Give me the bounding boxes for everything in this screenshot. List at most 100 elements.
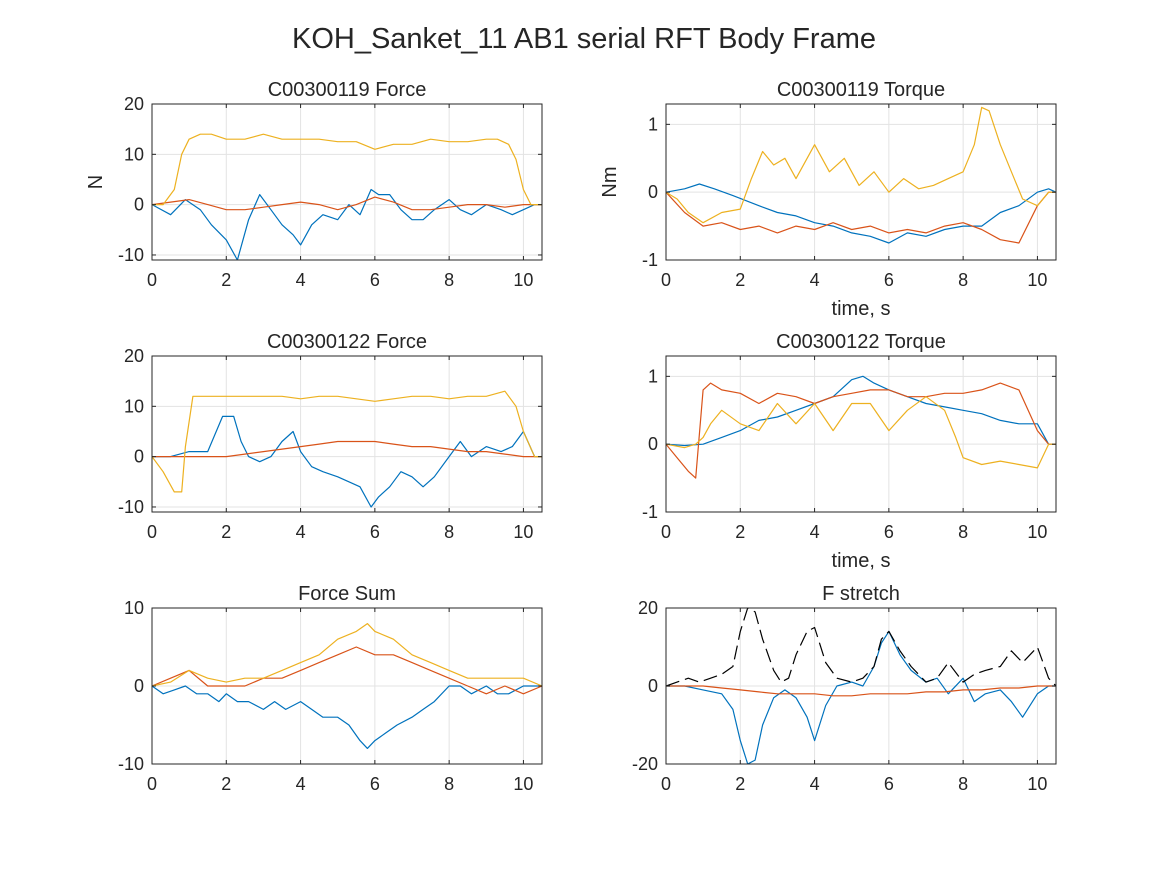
y-tick-label: 1 [648,114,658,134]
x-axis-label: time, s [832,298,891,320]
x-tick-label: 0 [147,774,157,794]
series-line-3 [666,608,1056,687]
plot-area [152,356,542,512]
x-tick-label: 4 [296,774,306,794]
y-tick-label: -1 [642,502,658,522]
y-tick-label: -10 [118,245,144,265]
x-tick-label: 0 [661,522,671,542]
y-tick-label: -20 [632,754,658,774]
x-tick-label: 2 [735,270,745,290]
x-tick-label: 4 [810,774,820,794]
x-tick-label: 6 [884,522,894,542]
figure-title: KOH_Sanket_11 AB1 serial RFT Body Frame [292,23,876,55]
x-tick-label: 4 [296,522,306,542]
x-tick-label: 6 [370,270,380,290]
subplot-title: C00300122 Force [267,331,427,353]
y-tick-label: 20 [124,346,144,366]
x-tick-label: 0 [147,522,157,542]
x-tick-label: 10 [513,270,533,290]
x-tick-label: 4 [810,270,820,290]
x-tick-label: 8 [444,270,454,290]
y-tick-label: 0 [134,447,144,467]
series-line-3 [152,390,542,493]
x-tick-label: 4 [810,522,820,542]
y-tick-label: 1 [648,366,658,386]
subplot-title: C00300119 Torque [777,79,945,101]
x-tick-label: 8 [444,522,454,542]
y-tick-label: 0 [648,182,658,202]
series-line-1 [666,375,1056,447]
x-tick-label: 4 [296,270,306,290]
x-tick-label: 6 [884,270,894,290]
y-tick-label: 0 [648,676,658,696]
x-tick-label: 10 [1027,270,1047,290]
y-tick-label: 10 [124,144,144,164]
x-tick-label: 8 [444,774,454,794]
x-tick-label: 6 [370,522,380,542]
series-line-3 [152,622,542,687]
subplot-title: Force Sum [298,583,396,605]
series-line-3 [666,106,1056,224]
series-line-3 [152,133,542,206]
x-tick-label: 10 [513,522,533,542]
series-group [666,608,1056,764]
y-tick-label: 10 [124,598,144,618]
axes-box [151,355,543,513]
x-tick-label: 0 [661,774,671,794]
subplot-title: F stretch [822,583,900,605]
x-tick-label: 0 [661,270,671,290]
x-tick-label: 2 [221,774,231,794]
y-axis-label: Nm [599,166,621,197]
series-group [152,133,542,260]
subplot-title: C00300119 Force [268,79,427,101]
series-line-2 [152,440,542,458]
x-tick-label: 6 [884,774,894,794]
x-tick-label: 2 [221,522,231,542]
series-line-2 [666,382,1056,479]
x-tick-label: 8 [958,774,968,794]
y-tick-label: -10 [118,754,144,774]
x-tick-label: 2 [735,522,745,542]
x-tick-label: 8 [958,522,968,542]
y-tick-label: 0 [134,195,144,215]
series-group [666,375,1056,479]
y-tick-label: 20 [124,94,144,114]
x-axis-label: time, s [832,550,891,572]
series-group [152,622,542,750]
y-tick-label: -10 [118,497,144,517]
subplot-title: C00300122 Torque [776,331,946,353]
series-line-1 [152,188,542,260]
y-tick-label: 0 [134,676,144,696]
series-line-2 [666,685,1056,697]
x-tick-label: 10 [1027,774,1047,794]
series-line-2 [152,196,542,211]
x-tick-label: 0 [147,270,157,290]
series-line-1 [666,630,1056,764]
y-tick-label: 0 [648,434,658,454]
x-tick-label: 10 [513,774,533,794]
plot-area [152,104,542,260]
series-line-2 [152,646,542,695]
x-tick-label: 10 [1027,522,1047,542]
series-line-3 [666,396,1056,469]
axes-box [151,103,543,261]
y-tick-label: 10 [124,396,144,416]
y-tick-label: -1 [642,250,658,270]
series-line-1 [152,685,542,750]
x-tick-label: 6 [370,774,380,794]
series-group [152,390,542,508]
series-line-1 [666,183,1056,244]
series-group [666,106,1056,244]
x-tick-label: 2 [735,774,745,794]
y-tick-label: 20 [638,598,658,618]
x-tick-label: 2 [221,270,231,290]
axes-box [665,355,1057,513]
plot-area [666,104,1056,260]
x-tick-label: 8 [958,270,968,290]
